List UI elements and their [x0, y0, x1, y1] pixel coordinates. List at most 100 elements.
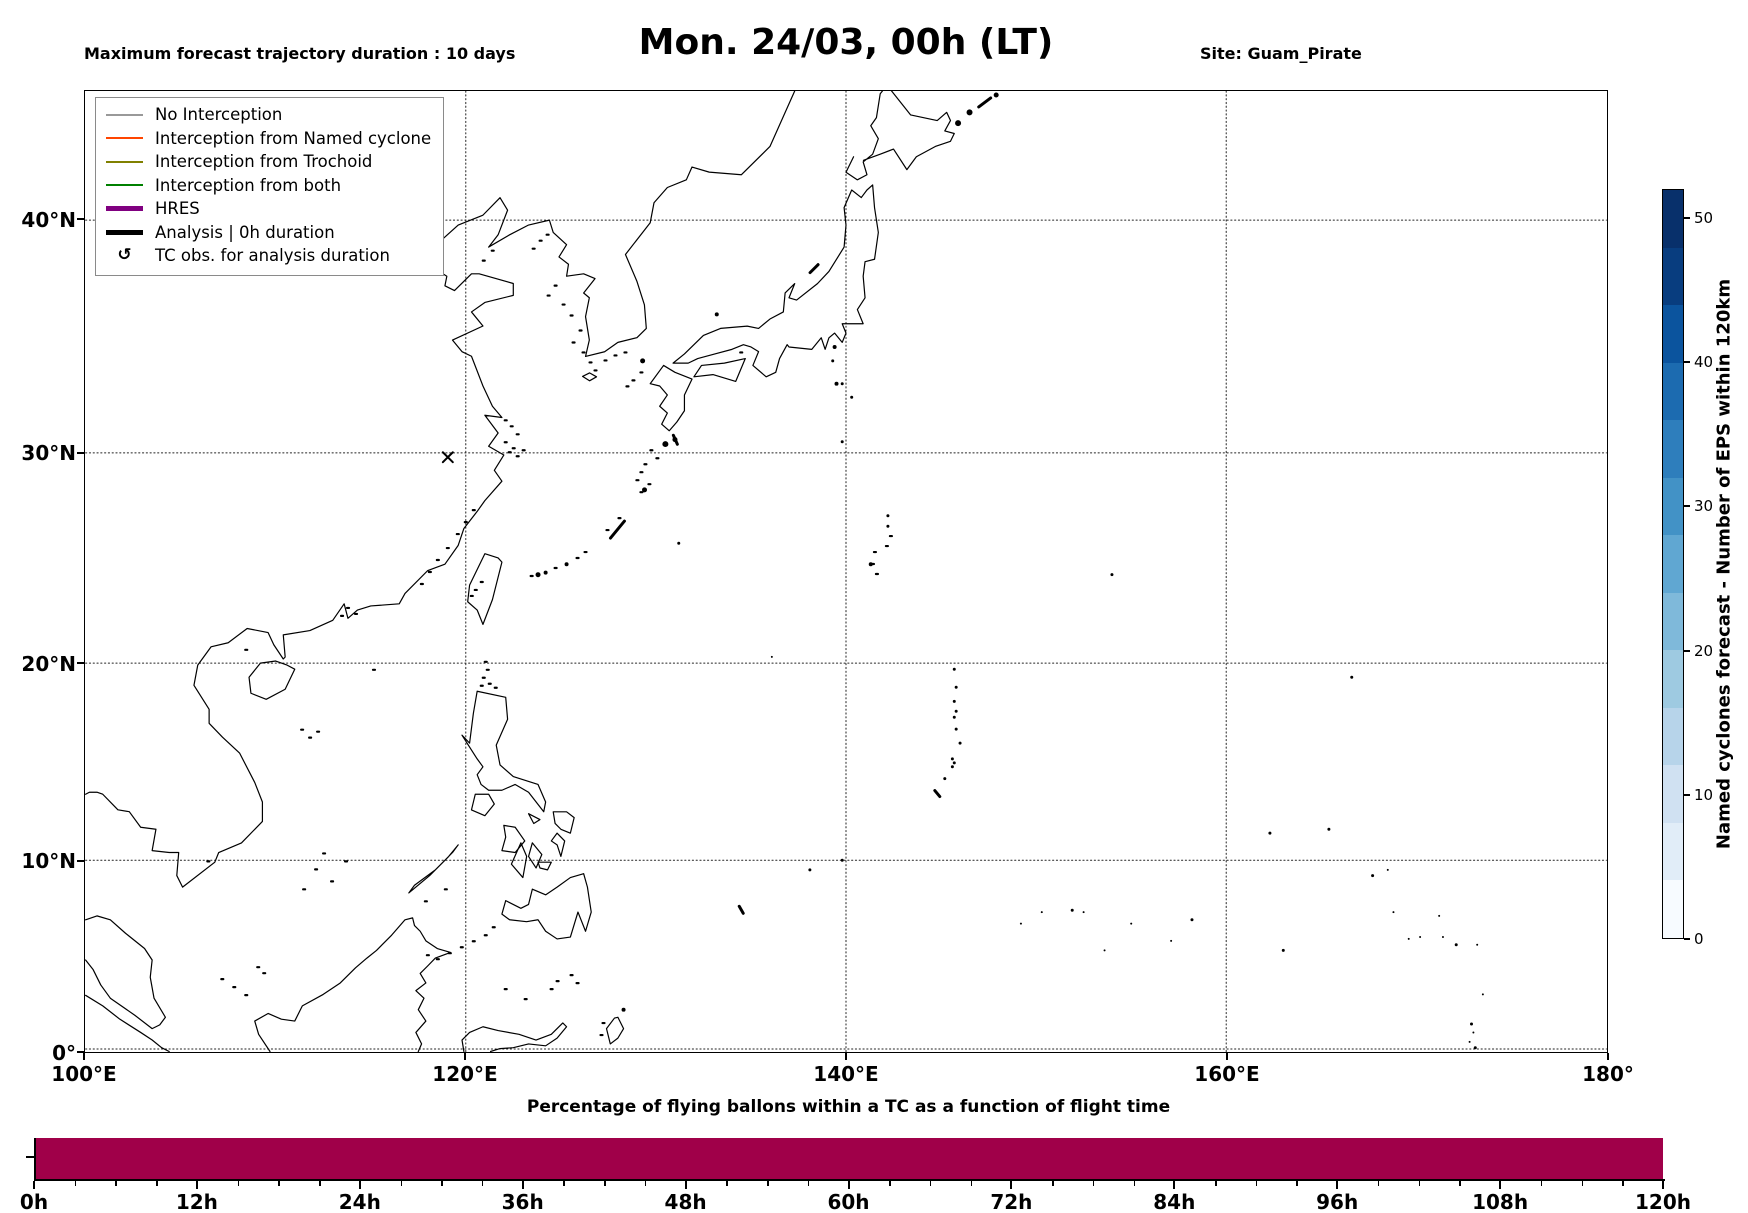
shikoku-coast — [693, 357, 746, 382]
lon-tickmark — [1226, 1053, 1228, 1060]
x-major-tickmark — [1499, 1181, 1502, 1189]
x-major-tickmark — [1173, 1181, 1176, 1189]
map-legend: No Interception Interception from Named … — [95, 97, 445, 276]
kyushu-coast — [649, 364, 693, 432]
x-minor-tickmark — [1215, 1181, 1217, 1186]
legend-label: Interception from both — [155, 175, 342, 195]
lat-tick-30N: 30°N — [21, 441, 76, 465]
x-minor-tickmark — [1092, 1181, 1095, 1186]
x-minor-tickmark — [441, 1181, 443, 1186]
lon-tick-120E: 120°E — [432, 1062, 498, 1086]
x-minor-tickmark — [319, 1181, 321, 1186]
x-tick-label-0h: 0h — [19, 1190, 49, 1213]
flight-time-axis: 0h 12h 24h 36h 48h 60h 72h 84h 96h 108h 120h — [0, 1179, 1748, 1213]
bar-bottom-spine — [34, 1179, 1665, 1181]
x-major-tickmark — [358, 1181, 361, 1189]
green-line-swatch — [106, 184, 143, 187]
x-tick-label-36h: 36h — [501, 1190, 544, 1213]
legend-row-trochoid: Interception from Trochoid — [106, 150, 431, 174]
coastline-map — [85, 91, 1607, 1052]
x-minor-tickmark — [1052, 1181, 1054, 1186]
lon-tick-140E: 140°E — [813, 1062, 879, 1086]
x-minor-tickmark — [1459, 1181, 1461, 1186]
colorbar-step — [1663, 362, 1683, 421]
x-major-tickmark — [1662, 1181, 1664, 1189]
x-minor-tickmark — [278, 1181, 280, 1186]
honshu-coast — [672, 184, 879, 378]
x-tick-label-108h: 108h — [1472, 1190, 1529, 1213]
coastal-specks — [206, 233, 894, 1037]
bottom-chart-title: Percentage of flying ballons within a TC… — [526, 1097, 1171, 1117]
colorbar-step — [1663, 650, 1683, 708]
lat-tickmark — [77, 218, 84, 220]
legend-label: No Interception — [155, 105, 283, 125]
panay-coast — [501, 824, 526, 854]
x-major-tickmark — [195, 1181, 198, 1189]
x-minor-tickmark — [1622, 1181, 1624, 1186]
asia-mainland-coast — [85, 91, 796, 888]
leyte-coast — [550, 832, 566, 858]
lat-tickmark — [77, 452, 84, 454]
x-major-tickmark — [1010, 1181, 1013, 1189]
colorbar-tickmark — [1684, 217, 1690, 219]
x-minor-tickmark — [74, 1181, 77, 1186]
lon-tickmark — [845, 1053, 847, 1060]
lat-tick-10N: 10°N — [21, 849, 76, 873]
legend-row-hres: HRES — [106, 197, 431, 221]
olive-line-swatch — [106, 160, 143, 163]
luzon-coast — [461, 690, 547, 813]
colorbar-tick-50: 50 — [1694, 209, 1714, 227]
island-slashes — [608, 96, 993, 915]
lat-tickmark — [77, 662, 84, 664]
x-minor-tickmark — [1377, 1181, 1380, 1186]
colorbar-step — [1663, 535, 1683, 593]
legend-label: Interception from Trochoid — [155, 152, 373, 172]
malay-peninsula-coast — [85, 915, 167, 1030]
colorbar-tick-30: 30 — [1694, 497, 1714, 515]
black-thick-line-swatch — [106, 229, 143, 235]
x-minor-tickmark — [807, 1181, 810, 1186]
legend-row-analysis: Analysis | 0h duration — [106, 221, 431, 245]
zhoushan-x-marker — [441, 451, 454, 464]
colorbar-tickmark — [1684, 938, 1690, 940]
colorbar-label: Named cyclones forecast - Number of EPS … — [1713, 278, 1735, 850]
colorbar-step — [1663, 592, 1683, 651]
negros-coast — [510, 842, 528, 879]
lat-tick-20N: 20°N — [21, 652, 76, 676]
colorbar-tickmark — [1684, 361, 1690, 363]
x-major-tickmark — [847, 1181, 850, 1189]
legend-label: HRES — [155, 199, 200, 219]
x-tick-label-24h: 24h — [338, 1190, 381, 1213]
palawan-coast — [408, 844, 459, 894]
lon-tickmark — [83, 1053, 85, 1060]
coastlines — [85, 91, 955, 1052]
colorbar-tickmark — [1684, 650, 1690, 652]
x-major-tickmark — [684, 1181, 687, 1189]
lon-tick-160E: 160°E — [1194, 1062, 1260, 1086]
colorbar-step — [1663, 707, 1683, 766]
legend-row-no-interception: No Interception — [106, 103, 431, 127]
colorbar-step — [1663, 190, 1683, 248]
flight-time-bar — [34, 1138, 1663, 1179]
sulawesi-coast — [461, 1022, 568, 1052]
lon-tickmark — [1607, 1053, 1609, 1060]
x-minor-tickmark — [1255, 1181, 1258, 1186]
graticule — [85, 91, 1607, 1052]
x-minor-tickmark — [1133, 1181, 1136, 1186]
colorbar-tick-40: 40 — [1694, 353, 1714, 371]
legend-label: TC obs. for analysis duration — [155, 246, 390, 266]
lat-tickmark — [77, 1051, 84, 1053]
hainan-coast — [248, 660, 296, 700]
legend-label: Analysis | 0h duration — [155, 222, 335, 242]
x-minor-tickmark — [889, 1181, 891, 1186]
colorbar-tick-0: 0 — [1694, 930, 1704, 948]
x-minor-tickmark — [156, 1181, 158, 1186]
lon-tick-180: 180° — [1582, 1062, 1634, 1086]
x-minor-tickmark — [237, 1181, 240, 1186]
x-minor-tickmark — [726, 1181, 728, 1186]
map-panel: No Interception Interception from Named … — [84, 90, 1608, 1053]
lon-tickmark — [464, 1053, 466, 1060]
colorbar-step — [1663, 420, 1683, 478]
lat-tickmark — [77, 860, 84, 862]
legend-row-tc-obs: ↺ TC obs. for analysis duration — [106, 244, 431, 268]
